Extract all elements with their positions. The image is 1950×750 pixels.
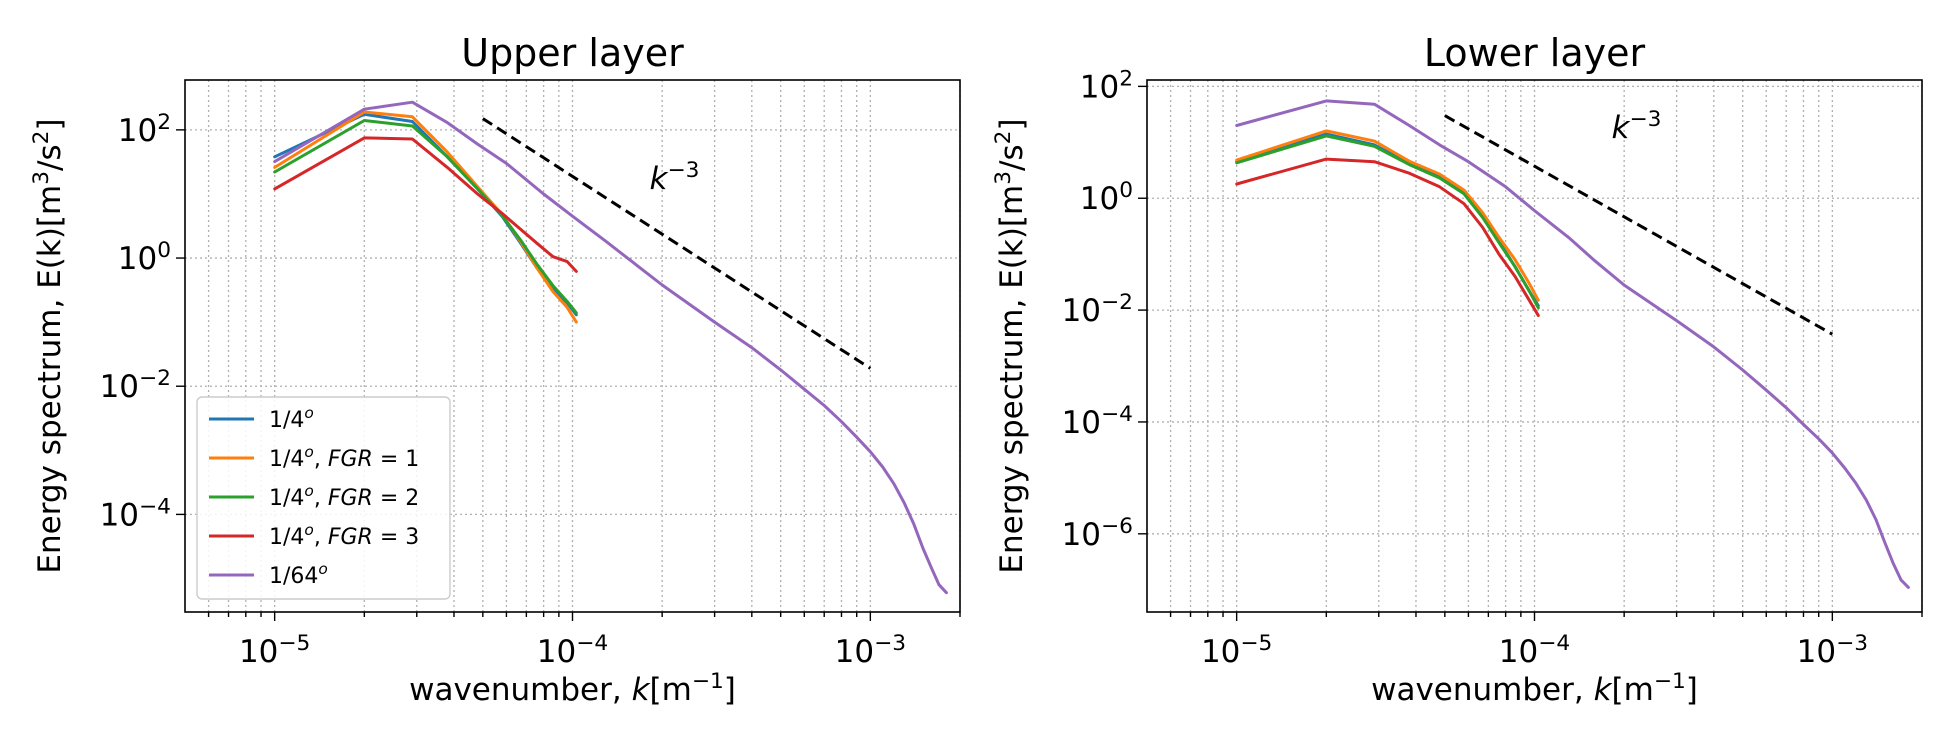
upper-layer-panel: k−3 10−5 10−4 10−3 10−4 10−2 100 102 Upper layer…	[29, 31, 961, 708]
series-line	[1235, 129, 1540, 302]
slope-line	[1444, 114, 1834, 336]
slope-line	[482, 117, 872, 370]
x-tick-label: 10−3	[1797, 631, 1868, 671]
y-tick-label: 102	[118, 109, 171, 149]
x-tick-label: 10−4	[1499, 631, 1570, 671]
y-tick-label: 100	[118, 238, 171, 278]
x-tick-label: 10−5	[239, 631, 310, 671]
x-tick-label: 10−3	[835, 631, 906, 671]
series-line	[273, 100, 948, 595]
series-line	[273, 119, 578, 315]
x-tick-label: 10−4	[537, 631, 608, 671]
y-axis-label: Energy spectrum, E(k)[m3/s2]	[991, 118, 1031, 573]
legend-label: 1/4o, FGR = 3	[269, 521, 419, 550]
y-tick-label: 10−4	[100, 494, 171, 534]
y-tick-label: 100	[1080, 178, 1133, 218]
series-line	[1235, 99, 1910, 589]
series-line	[1235, 132, 1540, 308]
chart-title: Upper layer	[461, 31, 684, 75]
lower-layer-panel: k−3 10−5 10−4 10−3 10−6 10−4 10−2 100 102 Lower l…	[991, 31, 1923, 708]
series-line	[1235, 157, 1540, 317]
y-tick-label: 10−6	[1062, 513, 1133, 553]
slope-label: k−3	[1612, 106, 1662, 146]
y-axis-label: Energy spectrum, E(k)[m3/s2]	[29, 118, 69, 573]
x-axis-label: wavenumber, k[m−1]	[409, 669, 736, 709]
legend-label: 1/4o, FGR = 1	[269, 443, 419, 472]
series-line	[273, 110, 578, 324]
x-tick-label: 10−5	[1201, 631, 1272, 671]
legend-label: 1/4o, FGR = 2	[269, 482, 419, 511]
legend: 1/4o 1/4o, FGR = 1 1/4o, FGR = 2 1/4o, FGR …	[196, 396, 451, 600]
legend-box	[196, 396, 451, 600]
slope-label: k−3	[650, 157, 700, 197]
x-axis-label: wavenumber, k[m−1]	[1371, 669, 1698, 709]
y-tick-label: 102	[1080, 66, 1133, 106]
y-tick-label: 10−4	[1062, 401, 1133, 441]
series-line	[273, 136, 578, 273]
legend-label: 1/4o	[269, 404, 314, 433]
grid	[1147, 80, 1923, 612]
y-tick-label: 10−2	[100, 366, 171, 406]
legend-label: 1/64o	[269, 560, 328, 589]
y-tick-label: 10−2	[1062, 290, 1133, 330]
series-line	[1235, 134, 1540, 310]
chart-title: Lower layer	[1424, 31, 1646, 75]
